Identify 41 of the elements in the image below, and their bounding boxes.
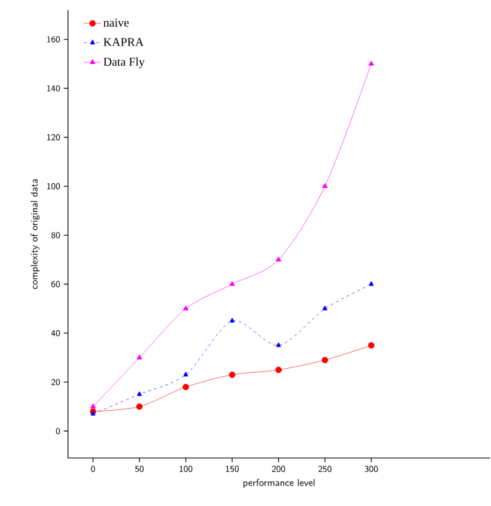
y-tick-label: 140 [47, 85, 60, 92]
y-tick-label: 0 [56, 428, 60, 434]
point [229, 280, 235, 286]
point [90, 410, 96, 416]
x-tick-label: 150 [226, 466, 239, 472]
y-tick-label: 60 [51, 281, 60, 288]
point [182, 384, 189, 390]
x-tick-label: 50 [135, 466, 144, 472]
x-tick-label: 200 [272, 466, 286, 472]
point [322, 183, 328, 188]
x-tick-label: 300 [364, 466, 378, 472]
point [183, 372, 189, 376]
x-tick-label: 0 [91, 466, 95, 472]
point [368, 60, 374, 66]
y-axis-title: complexity of original data [30, 179, 40, 289]
point [228, 372, 236, 378]
y-tick-label: 20 [51, 378, 60, 386]
y-tick-label: 80 [51, 232, 60, 238]
point [322, 356, 328, 364]
y-tick-label: 40 [51, 330, 60, 336]
x-tick-label: 250 [318, 466, 332, 472]
point [275, 366, 282, 374]
x-tick-label: 100 [180, 466, 192, 472]
y-tick-label: 160 [47, 36, 60, 43]
y-tick-label: 100 [47, 183, 60, 190]
point [322, 305, 328, 310]
point [136, 354, 142, 360]
legend-label: naive [104, 18, 129, 27]
point [136, 391, 142, 396]
legend-label: KAPRA [104, 38, 144, 46]
point [368, 342, 374, 349]
point [90, 403, 96, 408]
point [276, 256, 282, 262]
point [276, 342, 282, 348]
legend-label: Data Fly [104, 57, 145, 68]
point [183, 305, 189, 310]
point [136, 403, 143, 410]
y-tick-label: 120 [47, 134, 60, 140]
x-axis-title: performance level [243, 478, 315, 488]
point [229, 318, 235, 323]
point [368, 280, 374, 286]
